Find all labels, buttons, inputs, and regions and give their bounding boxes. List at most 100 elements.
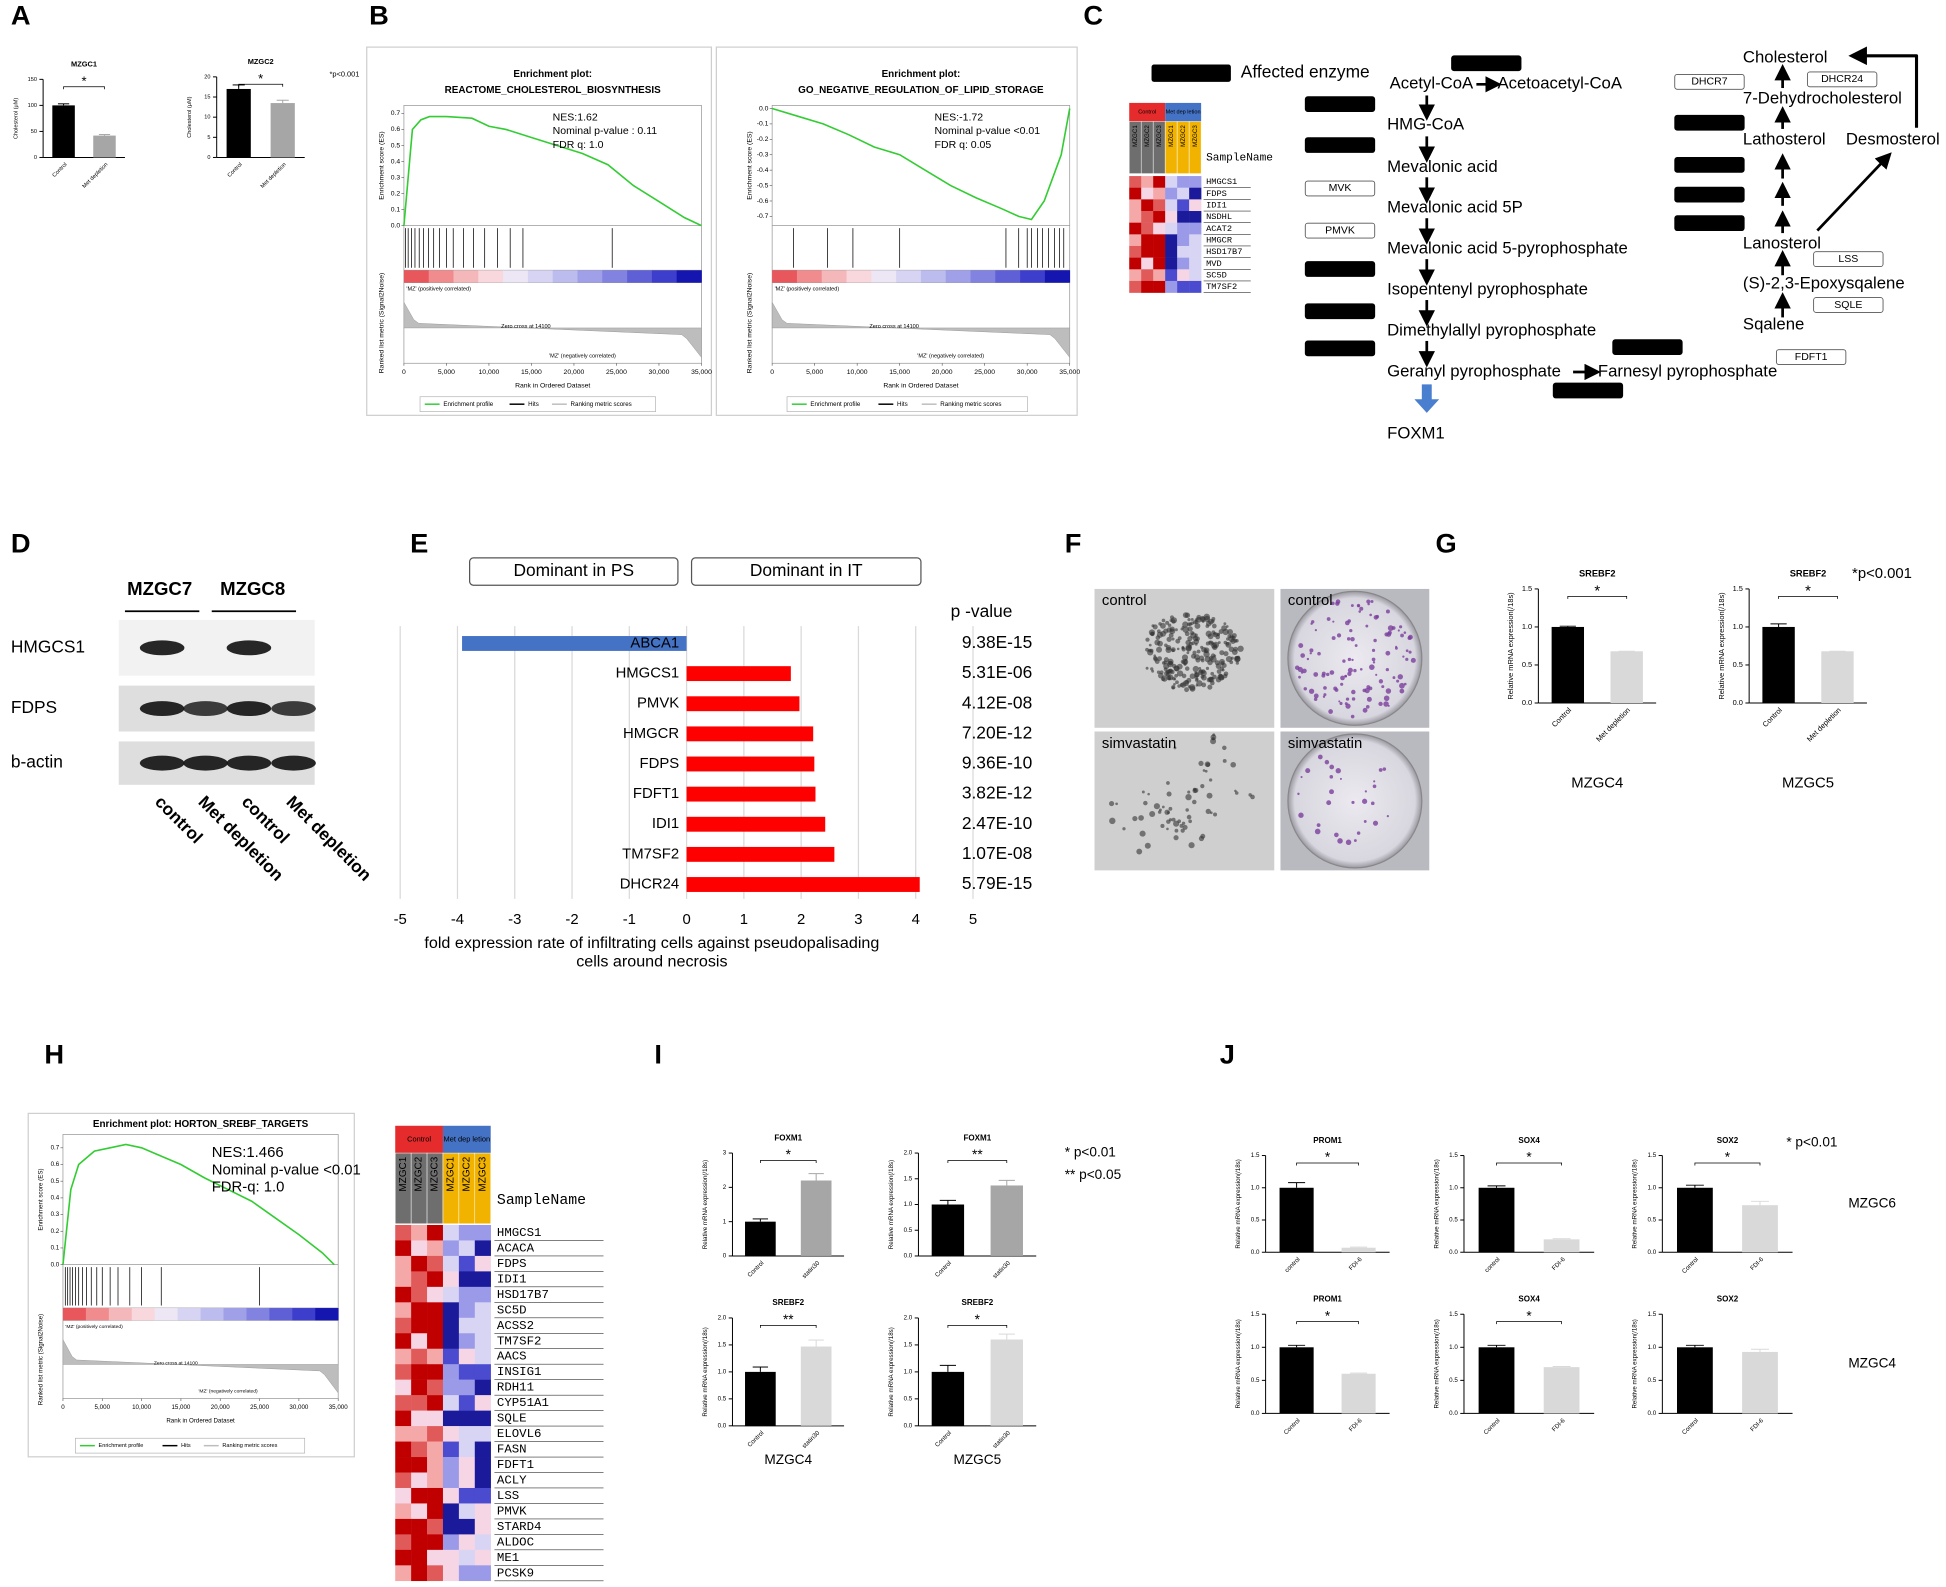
cell-cluster — [1171, 637, 1175, 641]
heat-cell — [474, 1271, 491, 1288]
heat-cell — [1153, 222, 1166, 235]
bar — [686, 816, 826, 832]
colony — [1339, 777, 1342, 780]
chart-title: REACTOME_CHOLESTEROL_BIOSYNTHESIS — [445, 85, 662, 96]
colony — [1395, 645, 1398, 648]
cell-cluster — [1194, 675, 1198, 680]
rank-color-bar — [85, 1308, 110, 1321]
heat-cell — [1153, 234, 1166, 247]
heat-cell — [458, 1317, 476, 1334]
sample-label: MZGC2 — [1180, 125, 1187, 147]
enzyme-box — [1775, 349, 1847, 365]
colony — [1405, 657, 1409, 661]
colony — [1358, 610, 1361, 613]
heat-cell — [458, 1379, 476, 1396]
cell-cluster — [1203, 613, 1210, 621]
rank-color-bar — [428, 270, 454, 283]
cell-cluster — [1188, 819, 1193, 824]
legend-box — [419, 396, 656, 412]
heat-cell — [411, 1255, 428, 1272]
cell-cluster — [1156, 646, 1163, 653]
gene-label: FDPS — [497, 1257, 527, 1271]
cell-cluster — [1166, 791, 1172, 797]
cell-cluster — [1161, 805, 1165, 809]
colony — [1370, 801, 1375, 806]
cell-cluster — [1176, 647, 1180, 651]
colony — [1373, 615, 1379, 620]
colony — [1366, 599, 1371, 604]
cell-cluster — [1132, 815, 1138, 822]
enzyme-label: NSDHL — [1692, 188, 1728, 200]
heat-cell — [442, 1534, 460, 1551]
cell-cluster — [1166, 675, 1172, 681]
cell-cluster — [1148, 643, 1152, 647]
heat-cell — [1153, 176, 1166, 188]
cell-cluster — [1180, 659, 1186, 664]
y-tick-label: -0.3 — [757, 152, 769, 159]
colony — [1325, 672, 1330, 677]
heat-cell — [395, 1271, 412, 1288]
p-value: 3.82E-12 — [962, 783, 1032, 803]
group-label: Dominant in PS — [514, 560, 635, 580]
metabolite: Acetoacetyl-CoA — [1497, 74, 1622, 93]
heat-cell — [427, 1549, 444, 1566]
rank-color-bar — [503, 270, 529, 283]
image-label: simvastatin — [1102, 736, 1176, 752]
cell-cluster — [1185, 793, 1192, 801]
rank-color-bar — [131, 1308, 156, 1321]
pathway-arrow — [1848, 46, 1919, 128]
bar — [686, 786, 816, 802]
metabolite: Mevalonic acid 5-pyrophosphate — [1387, 239, 1628, 258]
y-tick-label: 10 — [204, 115, 210, 121]
heat-cell — [1141, 234, 1154, 247]
cell-cluster — [1174, 828, 1179, 833]
colony — [1342, 659, 1346, 663]
cell-cluster — [1177, 636, 1182, 641]
rank-color-bar — [796, 270, 823, 283]
heat-cell — [395, 1333, 412, 1349]
heat-cell — [442, 1487, 460, 1504]
cell-cluster — [1184, 666, 1190, 671]
x-axis-label: Rank in Ordered Dataset — [515, 382, 590, 389]
legend-label: Enrichment profile — [443, 401, 493, 408]
cell-line-caption: MZGC4 — [1571, 776, 1623, 792]
enzyme-box — [1674, 157, 1745, 173]
bar — [462, 636, 687, 651]
heat-cell — [1141, 245, 1154, 258]
significance-bracket — [238, 83, 284, 87]
rank-color-bar — [453, 270, 479, 283]
x-axis-label: cells around necrosis — [576, 952, 727, 970]
heat-cell — [1141, 269, 1154, 282]
enzyme-box — [1813, 297, 1884, 313]
heat-cell — [395, 1503, 412, 1520]
heat-cell — [1141, 176, 1154, 188]
x-tick-label: 25,000 — [606, 369, 627, 376]
cell-cluster — [1188, 684, 1196, 691]
y-axis-label: Relative mRNA expression(/18s) — [702, 1327, 709, 1416]
heat-cell — [427, 1565, 444, 1582]
colony — [1378, 701, 1383, 707]
bar — [686, 666, 791, 682]
cell-cluster — [1225, 625, 1229, 628]
legend-label: Hits — [897, 401, 908, 408]
y-axis-label: Cholesterol (μM) — [13, 98, 19, 139]
y-tick-label: 0.5 — [1251, 1377, 1260, 1384]
heat-cell — [427, 1379, 444, 1396]
panel-label: I — [654, 1039, 662, 1070]
colony — [1408, 634, 1413, 640]
cell-cluster — [1141, 790, 1145, 794]
gene-label: AACS — [497, 1350, 527, 1364]
y-tick-label: 0 — [207, 155, 210, 161]
bar — [745, 1221, 776, 1256]
gsea-stat: NES:-1.72 — [935, 112, 984, 124]
x-tick-label: 35,000 — [1059, 369, 1080, 376]
y-tick-label: 0.0 — [51, 1261, 60, 1268]
enzyme-label: ACAT2 — [1470, 57, 1503, 69]
bar — [931, 1371, 965, 1426]
cell-cluster — [1192, 665, 1199, 673]
cell-cluster — [1208, 655, 1214, 661]
colony — [1322, 695, 1326, 698]
heat-cell — [427, 1457, 444, 1473]
chart-title: Enrichment plot: — [513, 69, 592, 80]
colony — [1294, 665, 1300, 670]
